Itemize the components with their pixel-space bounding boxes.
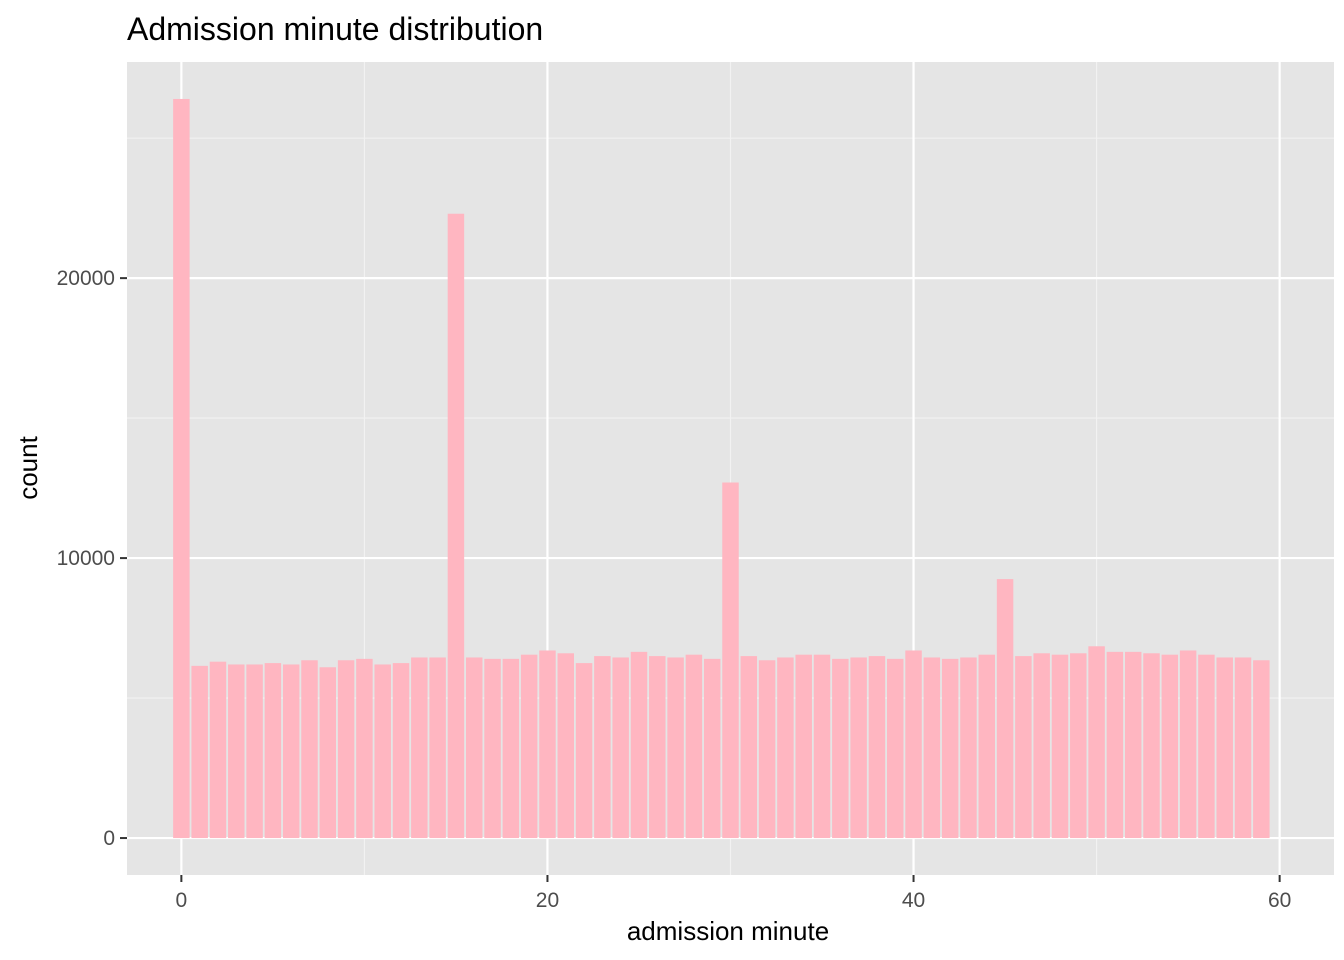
bar-minute-25 <box>630 651 648 839</box>
bar-minute-11 <box>374 664 391 839</box>
bar-minute-10 <box>356 658 373 839</box>
bar-minute-44 <box>978 654 996 839</box>
bar-minute-20 <box>539 650 556 839</box>
bar-minute-53 <box>1143 653 1160 839</box>
y-tick-label: 0 <box>103 827 115 850</box>
x-axis-title: admission minute <box>627 916 829 946</box>
bar-minute-35 <box>813 654 831 839</box>
x-tick-label: 20 <box>536 889 559 912</box>
x-tick-label: 60 <box>1268 889 1291 912</box>
bar-minute-21 <box>557 653 574 839</box>
bar-minute-58 <box>1234 657 1252 839</box>
axes: 0 20 40 60 0 10000 20000 <box>57 267 1292 912</box>
bar-minute-57 <box>1216 657 1233 839</box>
bar-minute-5 <box>264 663 282 839</box>
bar-minute-8 <box>319 667 337 839</box>
bar-minute-14 <box>429 657 446 839</box>
bar-minute-41 <box>923 657 941 839</box>
bar-minute-30 <box>722 482 739 839</box>
bar-minute-1 <box>191 665 208 839</box>
bar-minute-16 <box>465 657 483 839</box>
chart-title: Admission minute distribution <box>127 11 543 47</box>
bar-minute-6 <box>282 664 300 839</box>
bar-minute-39 <box>887 658 904 839</box>
bar-minute-46 <box>1015 656 1032 839</box>
bar-minute-55 <box>1179 650 1197 839</box>
bar-minute-38 <box>868 656 886 839</box>
bar-minute-49 <box>1070 653 1087 839</box>
x-tick-label: 40 <box>902 889 925 912</box>
bar-minute-51 <box>1106 651 1124 839</box>
bar-minute-40 <box>905 650 922 839</box>
bar-minute-17 <box>484 658 501 839</box>
bar-minute-28 <box>685 654 703 839</box>
bar-minute-34 <box>795 654 812 839</box>
bar-minute-52 <box>1124 651 1142 839</box>
bar-minute-32 <box>758 660 776 839</box>
bar-minute-31 <box>740 656 758 839</box>
bar-minute-13 <box>411 657 428 839</box>
bar-minute-27 <box>667 657 684 839</box>
bar-minute-59 <box>1253 660 1270 839</box>
bar-minute-4 <box>246 664 263 839</box>
bar-minute-12 <box>392 663 410 839</box>
bar-minute-22 <box>575 663 593 839</box>
bar-minute-37 <box>850 657 867 839</box>
bar-minute-19 <box>520 654 538 839</box>
bar-minute-47 <box>1033 653 1050 839</box>
bar-minute-42 <box>941 658 959 839</box>
bars <box>173 98 1270 839</box>
bar-minute-56 <box>1198 654 1215 839</box>
bar-minute-50 <box>1088 646 1105 839</box>
bar-minute-23 <box>594 656 611 839</box>
bar-minute-36 <box>832 658 849 839</box>
bar-minute-0 <box>173 98 190 839</box>
y-axis-title: count <box>13 435 43 499</box>
y-tick-label: 20000 <box>57 267 115 290</box>
bar-minute-45 <box>996 579 1014 839</box>
bar-minute-26 <box>649 656 666 839</box>
bar-minute-24 <box>612 657 629 839</box>
y-tick-label: 10000 <box>57 547 115 570</box>
bar-minute-15 <box>447 213 465 839</box>
bar-minute-29 <box>703 658 721 839</box>
bar-minute-33 <box>777 657 794 839</box>
bar-minute-3 <box>228 664 245 839</box>
bar-minute-2 <box>209 661 227 839</box>
bar-minute-18 <box>502 658 520 839</box>
bar-minute-9 <box>337 660 355 839</box>
x-tick-label: 0 <box>176 889 188 912</box>
bar-minute-54 <box>1161 654 1179 839</box>
bar-minute-48 <box>1051 654 1069 839</box>
bar-minute-43 <box>960 657 977 839</box>
bar-minute-7 <box>301 660 318 839</box>
